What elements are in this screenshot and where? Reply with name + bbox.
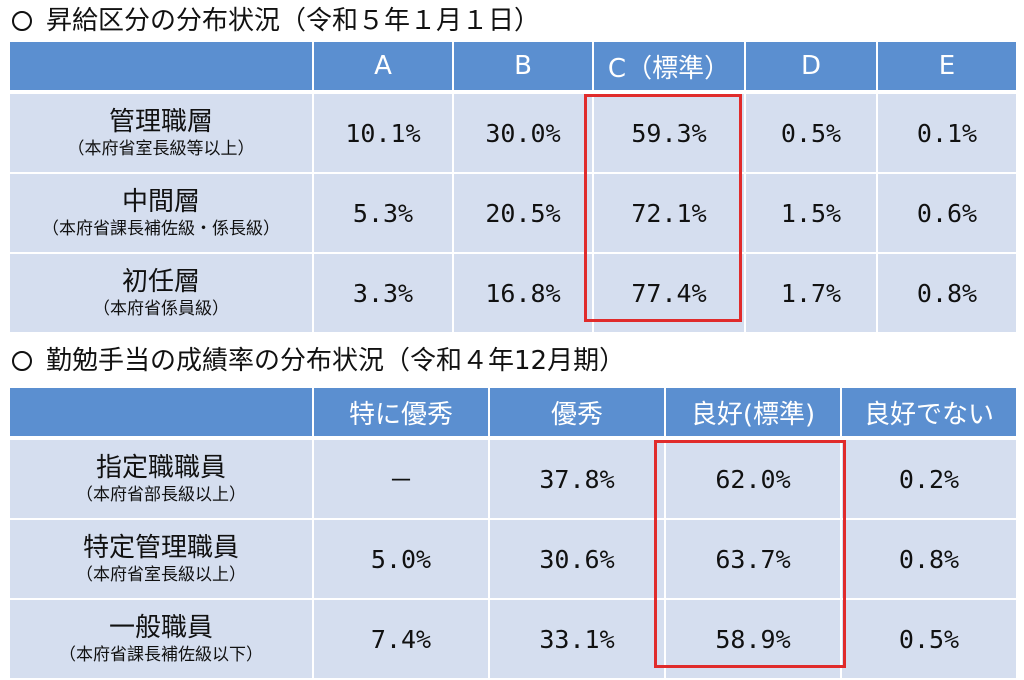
row-sublabel: （本府省課長補佐級以下） xyxy=(59,645,263,665)
table-cell: 5.0% xyxy=(312,518,490,600)
table-cell: 0.5% xyxy=(744,91,878,174)
circle-bullet-icon xyxy=(12,11,32,31)
section1-title-text: 昇給区分の分布状況（令和５年１月１日） xyxy=(46,6,541,36)
table-cell: 77.4% xyxy=(592,252,746,334)
row-label: 中間層 xyxy=(121,187,200,217)
row-header: 中間層 （本府省課長補佐級・係長級） xyxy=(8,172,314,254)
row-sublabel: （本府省部長級以上） xyxy=(76,485,246,505)
table-cell: 1.5% xyxy=(744,172,878,254)
table-cell: 7.4% xyxy=(312,598,490,680)
table-cell: 16.8% xyxy=(452,252,594,334)
table-cell: 59.3% xyxy=(592,91,746,174)
table-row: 管理職層 （本府省室長級等以上） 10.1% 30.0% 59.3% 0.5% … xyxy=(8,91,1018,174)
table-cell: 72.1% xyxy=(592,172,746,254)
section2-title-text: 勤勉手当の成績率の分布状況（令和４年12月期） xyxy=(46,346,626,376)
header-cell: E xyxy=(876,40,1018,93)
row-label: 管理職層 xyxy=(108,107,213,137)
header-cell: 特に優秀 xyxy=(312,386,490,439)
table-cell: 5.3% xyxy=(312,172,454,254)
header-cell: 優秀 xyxy=(488,386,666,439)
table-row: 中間層 （本府省課長補佐級・係長級） 5.3% 20.5% 72.1% 1.5%… xyxy=(8,172,1018,254)
header-cell: 良好でない xyxy=(840,386,1018,439)
header-cell: 良好(標準) xyxy=(664,386,842,439)
table-cell: 33.1% xyxy=(488,598,666,680)
table-cell: 30.0% xyxy=(452,91,594,174)
table-cell: 63.7% xyxy=(664,518,842,600)
table-cell: 62.0% xyxy=(664,437,842,520)
row-header: 特定管理職員 （本府省室長級以上） xyxy=(8,518,314,600)
header-cell: D xyxy=(744,40,878,93)
table-cell: 0.1% xyxy=(876,91,1018,174)
table-header-row: A B C（標準） D E xyxy=(8,40,1018,93)
header-cell xyxy=(8,386,314,439)
row-header: 初任層 （本府省係員級） xyxy=(8,252,314,334)
header-cell: B xyxy=(452,40,594,93)
table-row: 一般職員 （本府省課長補佐級以下） 7.4% 33.1% 58.9% 0.5% xyxy=(8,598,1018,680)
table-cell: 0.8% xyxy=(876,252,1018,334)
table-cell: 1.7% xyxy=(744,252,878,334)
header-cell: A xyxy=(312,40,454,93)
table-cell: 20.5% xyxy=(452,172,594,254)
table-row: 特定管理職員 （本府省室長級以上） 5.0% 30.6% 63.7% 0.8% xyxy=(8,518,1018,600)
section1-title: 昇給区分の分布状況（令和５年１月１日） xyxy=(12,4,540,38)
table-cell: 58.9% xyxy=(664,598,842,680)
table-row: 指定職職員 （本府省部長級以上） － 37.8% 62.0% 0.2% xyxy=(8,437,1018,520)
row-label: 指定職職員 xyxy=(95,453,226,483)
diligence-allowance-table: 特に優秀 優秀 良好(標準) 良好でない 指定職職員 （本府省部長級以上） － … xyxy=(8,386,1018,680)
table-cell: 0.5% xyxy=(840,598,1018,680)
row-label: 初任層 xyxy=(121,267,200,297)
header-cell xyxy=(8,40,314,93)
table-header-row: 特に優秀 優秀 良好(標準) 良好でない xyxy=(8,386,1018,439)
table-row: 初任層 （本府省係員級） 3.3% 16.8% 77.4% 1.7% 0.8% xyxy=(8,252,1018,334)
row-header: 一般職員 （本府省課長補佐級以下） xyxy=(8,598,314,680)
row-sublabel: （本府省室長級等以上） xyxy=(67,139,255,159)
header-cell: C（標準） xyxy=(592,40,746,93)
row-label: 特定管理職員 xyxy=(82,533,239,563)
section2-title: 勤勉手当の成績率の分布状況（令和４年12月期） xyxy=(12,344,625,378)
table-cell: － xyxy=(312,437,490,520)
row-label: 一般職員 xyxy=(108,613,213,643)
table-cell: 0.6% xyxy=(876,172,1018,254)
row-sublabel: （本府省室長級以上） xyxy=(76,565,246,585)
row-header: 指定職職員 （本府省部長級以上） xyxy=(8,437,314,520)
row-sublabel: （本府省係員級） xyxy=(93,299,229,319)
table-cell: 37.8% xyxy=(488,437,666,520)
row-sublabel: （本府省課長補佐級・係長級） xyxy=(42,219,280,239)
table-cell: 30.6% xyxy=(488,518,666,600)
circle-bullet-icon xyxy=(12,351,32,371)
salary-increase-table: A B C（標準） D E 管理職層 （本府省室長級等以上） 10.1% 30.… xyxy=(8,40,1018,334)
table-cell: 0.2% xyxy=(840,437,1018,520)
table-cell: 0.8% xyxy=(840,518,1018,600)
row-header: 管理職層 （本府省室長級等以上） xyxy=(8,91,314,174)
table-cell: 10.1% xyxy=(312,91,454,174)
table-cell: 3.3% xyxy=(312,252,454,334)
